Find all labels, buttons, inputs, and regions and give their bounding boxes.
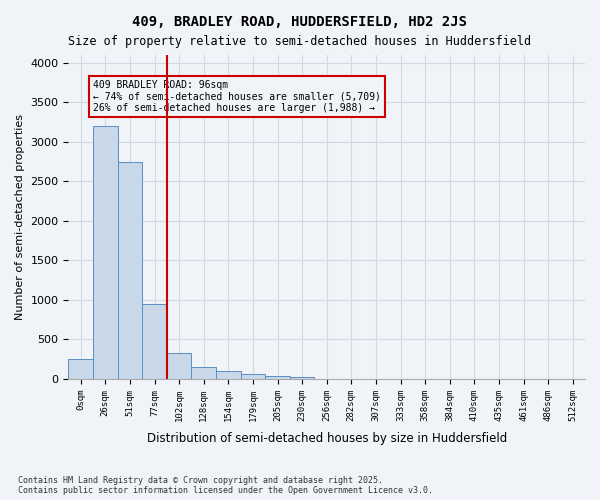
- Bar: [216, 372, 241, 379]
- X-axis label: Distribution of semi-detached houses by size in Huddersfield: Distribution of semi-detached houses by …: [146, 432, 507, 445]
- Bar: [241, 374, 265, 379]
- Bar: [167, 353, 191, 379]
- Bar: [118, 162, 142, 379]
- Text: 409, BRADLEY ROAD, HUDDERSFIELD, HD2 2JS: 409, BRADLEY ROAD, HUDDERSFIELD, HD2 2JS: [133, 15, 467, 29]
- Y-axis label: Number of semi-detached properties: Number of semi-detached properties: [15, 114, 25, 320]
- Bar: [265, 376, 290, 379]
- Bar: [93, 126, 118, 379]
- Text: 409 BRADLEY ROAD: 96sqm
← 74% of semi-detached houses are smaller (5,709)
26% of: 409 BRADLEY ROAD: 96sqm ← 74% of semi-de…: [93, 80, 381, 114]
- Bar: [68, 359, 93, 379]
- Text: Size of property relative to semi-detached houses in Huddersfield: Size of property relative to semi-detach…: [68, 35, 532, 48]
- Bar: [290, 378, 314, 379]
- Text: Contains HM Land Registry data © Crown copyright and database right 2025.
Contai: Contains HM Land Registry data © Crown c…: [18, 476, 433, 495]
- Bar: [142, 304, 167, 379]
- Bar: [191, 366, 216, 379]
